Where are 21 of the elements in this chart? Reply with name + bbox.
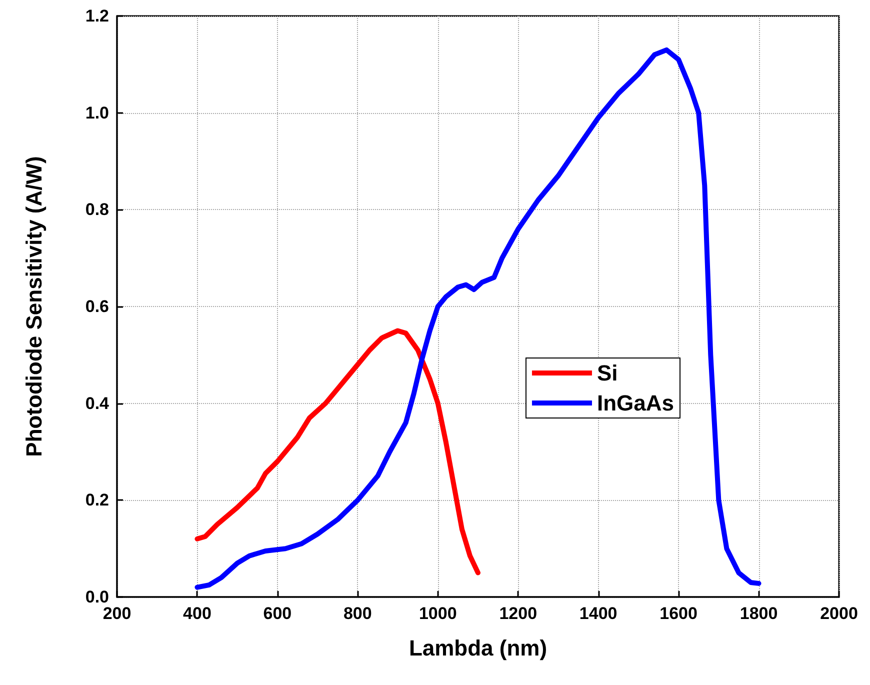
x-tick-label: 400: [183, 604, 212, 623]
x-tick-label: 800: [343, 604, 372, 623]
y-tick-label: 0.0: [85, 588, 109, 606]
y-axis-title: Photodiode Sensitivity (A/W): [22, 156, 46, 457]
y-tick-label: 0.6: [85, 297, 109, 316]
x-tick-label: 1200: [499, 604, 538, 623]
y-tick-label: 1.2: [85, 6, 109, 26]
legend-label: InGaAs: [596, 390, 674, 416]
x-axis-title: Lambda (nm): [408, 636, 548, 660]
x-tick-label: 1800: [740, 604, 778, 623]
x-tick-label: 600: [263, 604, 292, 623]
y-tick-label: 0.8: [85, 200, 109, 220]
x-tick-label: 1400: [579, 604, 618, 623]
x-tick-label: 200: [102, 604, 132, 623]
y-tick-label: 0.2: [85, 490, 109, 510]
x-tick-label: 1000: [418, 604, 457, 623]
x-tick-label: 1600: [660, 604, 698, 623]
x-tick-label: 2000: [820, 604, 858, 623]
legend-label: Si: [596, 360, 618, 386]
y-tick-label: 0.4: [85, 394, 110, 413]
y-tick-label: 1.0: [85, 103, 109, 122]
